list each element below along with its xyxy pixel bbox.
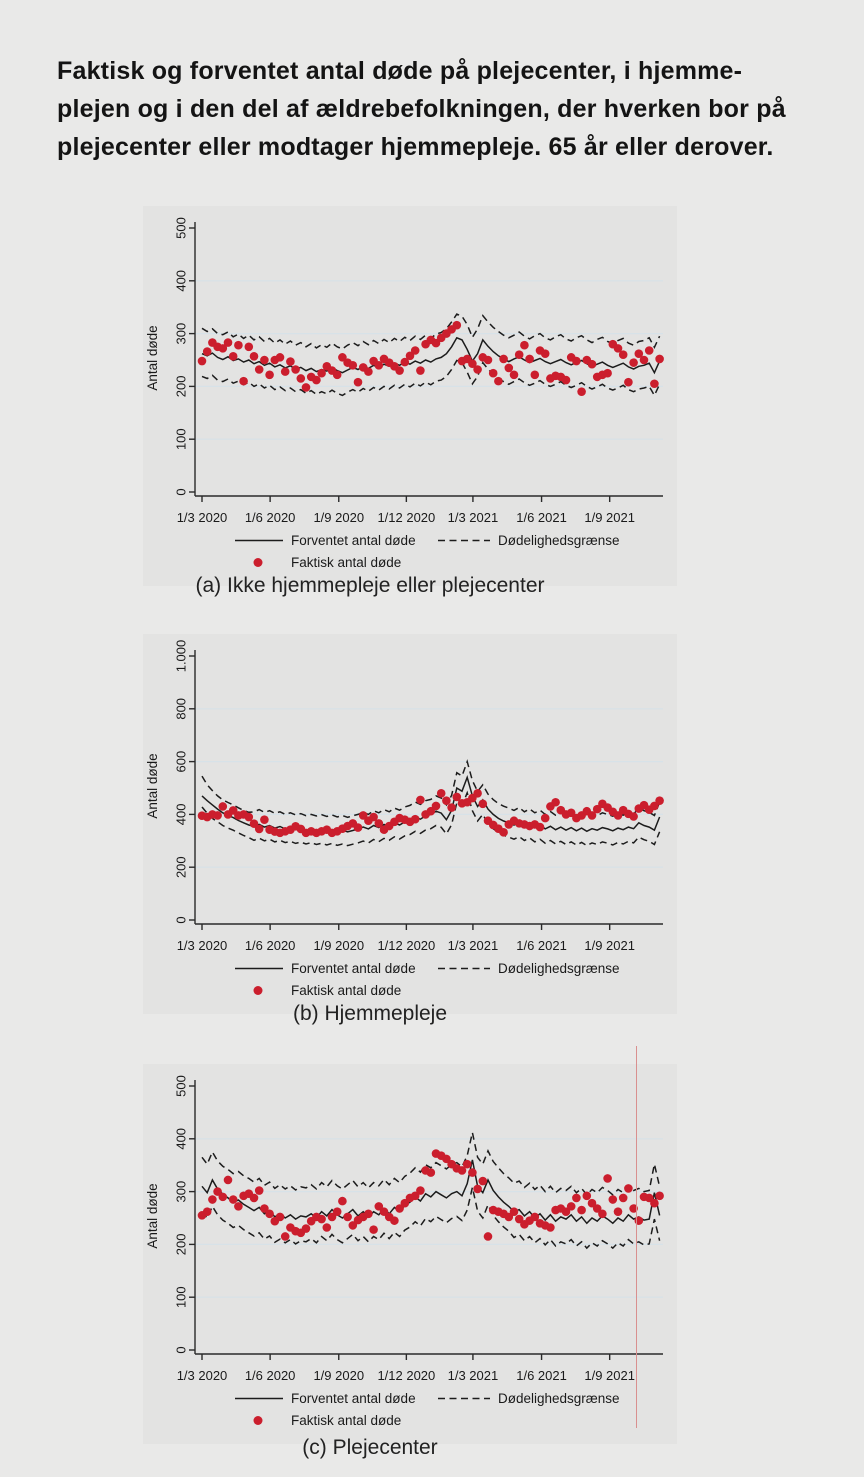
x-tick-label: 1/3 2021 — [448, 938, 499, 953]
axes — [194, 222, 663, 497]
chart-caption-b: (b) Hjemmepleje — [292, 1002, 448, 1025]
legend-dot-sample — [253, 986, 263, 995]
x-tick-label: 1/3 2020 — [177, 938, 228, 953]
x-tick-label: 1/9 2021 — [584, 938, 635, 953]
scatter-actual-deaths — [197, 1149, 664, 1241]
axes — [194, 650, 663, 925]
line-mortality-bound — [201, 1132, 661, 1196]
legend: Forventet antal døde Dødelighedsgrænse Fak… — [235, 533, 620, 570]
scatter-actual-deaths — [197, 320, 664, 396]
series — [197, 1132, 664, 1250]
chart-panel-homecare: 0 200 400 600 800 1.000 Antal døde 1/3 2020 1/6 … — [143, 634, 677, 1014]
y-axis-title: Antal døde — [145, 1183, 160, 1248]
y-tick-label: 1.000 — [174, 640, 189, 673]
x-axis-ticks: 1/3 2020 1/6 2020 1/9 2020 1/12 2020 1/3 202… — [177, 1354, 635, 1383]
chart-canvas-carecenter: 0 100 200 300 400 500 Antal døde 1/3 2020 1/6 20… — [145, 1075, 664, 1428]
legend-label-bound: Dødelighedsgrænse — [498, 961, 620, 976]
y-gridlines — [195, 1138, 663, 1298]
y-tick-label: 200 — [174, 376, 189, 398]
x-tick-label: 1/6 2020 — [245, 510, 296, 525]
x-tick-label: 1/9 2020 — [313, 1368, 364, 1383]
y-tick-label: 400 — [174, 1128, 189, 1150]
legend-label-actual: Faktisk antal døde — [291, 1413, 401, 1428]
chart-caption-c: (c) Plejecenter — [302, 1436, 438, 1459]
figure-title-line-1: Faktisk og forventet antal døde på pleje… — [57, 57, 743, 85]
legend-label-expected: Forventet antal døde — [291, 1391, 416, 1406]
y-tick-label: 100 — [174, 428, 189, 450]
x-axis-ticks: 1/3 2020 1/6 2020 1/9 2020 1/12 2020 1/3 202… — [177, 924, 635, 953]
y-axis-title: Antal døde — [145, 325, 160, 390]
chart-canvas-not-homecare: 0 100 200 300 400 500 Antal døde 1/3 2020 1/6 20… — [145, 217, 664, 570]
legend-label-actual: Faktisk antal døde — [291, 983, 401, 998]
figure-title: Faktisk og forventet antal døde på pleje… — [57, 52, 827, 166]
line-expected-deaths — [201, 774, 661, 833]
y-tick-label: 100 — [174, 1286, 189, 1308]
x-tick-label: 1/3 2020 — [177, 1368, 228, 1383]
red-margin-artifact-line — [636, 1046, 637, 1428]
legend-label-bound: Dødelighedsgrænse — [498, 1391, 620, 1406]
x-tick-label: 1/3 2021 — [448, 510, 499, 525]
y-axis-ticks: 0 100 200 300 400 500 — [174, 217, 195, 496]
series — [197, 313, 664, 398]
x-axis-ticks: 1/3 2020 1/6 2020 1/9 2020 1/12 2020 1/3 202… — [177, 496, 635, 525]
x-tick-label: 1/12 2020 — [377, 1368, 435, 1383]
x-tick-label: 1/12 2020 — [377, 510, 435, 525]
y-tick-label: 400 — [174, 804, 189, 826]
y-axis-ticks: 0 100 200 300 400 500 — [174, 1075, 195, 1354]
line-mortality-bound — [201, 1187, 661, 1250]
legend-label-expected: Forventet antal døde — [291, 533, 416, 548]
y-tick-label: 400 — [174, 270, 189, 292]
x-tick-label: 1/6 2020 — [245, 938, 296, 953]
line-mortality-bound — [201, 359, 661, 398]
legend-label-expected: Forventet antal døde — [291, 961, 416, 976]
line-mortality-bound — [201, 790, 661, 847]
x-tick-label: 1/6 2020 — [245, 1368, 296, 1383]
x-tick-label: 1/9 2021 — [584, 510, 635, 525]
chart-canvas-homecare: 0 200 400 600 800 1.000 Antal døde 1/3 2020 1/6 … — [145, 640, 664, 998]
x-tick-label: 1/9 2020 — [313, 510, 364, 525]
y-tick-label: 0 — [174, 1346, 189, 1353]
x-tick-label: 1/9 2020 — [313, 938, 364, 953]
legend-label-actual: Faktisk antal døde — [291, 555, 401, 570]
legend-label-bound: Dødelighedsgrænse — [498, 533, 620, 548]
figure-title-line-2: plejen og i den del af ældrebefolkningen… — [57, 95, 786, 123]
axes — [194, 1080, 663, 1355]
series — [197, 759, 664, 847]
figure-title-line-3: plejecenter eller modtager hjemmepleje. … — [57, 133, 774, 161]
chart-caption-a: (a) Ikke hjemmepleje eller plejecenter — [195, 574, 545, 597]
y-axis-title: Antal døde — [145, 753, 160, 818]
chart-panel-not-homecare: 0 100 200 300 400 500 Antal døde 1/3 2020 1/6 20… — [143, 206, 677, 586]
y-tick-label: 500 — [174, 1075, 189, 1097]
y-gridlines — [195, 280, 663, 440]
y-tick-label: 800 — [174, 698, 189, 720]
y-tick-label: 300 — [174, 1181, 189, 1203]
legend: Forventet antal døde Dødelighedsgrænse Fak… — [235, 1391, 620, 1428]
scatter-actual-deaths — [197, 788, 664, 838]
legend-dot-sample — [253, 558, 263, 567]
legend: Forventet antal døde Dødelighedsgrænse Fak… — [235, 961, 620, 998]
x-tick-label: 1/9 2021 — [584, 1368, 635, 1383]
y-tick-label: 0 — [174, 916, 189, 923]
y-axis-ticks: 0 200 400 600 800 1.000 — [174, 640, 195, 924]
y-tick-label: 200 — [174, 1234, 189, 1256]
x-tick-label: 1/12 2020 — [377, 938, 435, 953]
legend-dot-sample — [253, 1416, 263, 1425]
x-tick-label: 1/3 2020 — [177, 510, 228, 525]
x-tick-label: 1/3 2021 — [448, 1368, 499, 1383]
chart-panel-carecenter: 0 100 200 300 400 500 Antal døde 1/3 2020 1/6 20… — [143, 1064, 677, 1444]
x-tick-label: 1/6 2021 — [516, 938, 567, 953]
y-tick-label: 0 — [174, 488, 189, 495]
y-tick-label: 200 — [174, 856, 189, 878]
x-tick-label: 1/6 2021 — [516, 1368, 567, 1383]
y-tick-label: 300 — [174, 323, 189, 345]
y-tick-label: 500 — [174, 217, 189, 239]
y-tick-label: 600 — [174, 751, 189, 773]
x-tick-label: 1/6 2021 — [516, 510, 567, 525]
